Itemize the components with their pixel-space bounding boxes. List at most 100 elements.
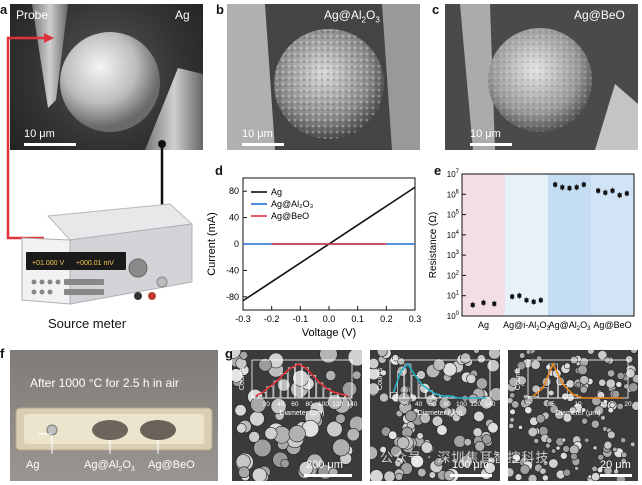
powder-particle [591, 420, 599, 428]
hist-xtick-label: 80 [444, 401, 452, 408]
hist-bar [281, 373, 287, 398]
hist-xtick-label: 60 [291, 401, 299, 408]
chart-iv: -0.3 -0.2 -0.1 0.0 0.1 0.2 0.3-80-4004080Volta… [205, 168, 427, 340]
res-point [482, 301, 486, 305]
hist-fit-curve [256, 364, 349, 396]
res-point [596, 189, 600, 193]
powder-particle [437, 425, 448, 436]
beo-label: Ag@BeO [574, 8, 625, 22]
res-group-label: Ag@Al2O3 [549, 320, 592, 332]
powder-particle [249, 431, 260, 442]
panel-label-f: f [0, 346, 4, 361]
powder-particle [612, 447, 617, 452]
scale-bar-b [242, 143, 284, 146]
hist-xtick-label: 80 [306, 401, 314, 408]
al2o3-label: Ag@Al2O3 [324, 8, 380, 24]
res-point [575, 185, 579, 189]
powder-particle [570, 453, 577, 460]
hist-bar [295, 364, 301, 398]
powder-particle [418, 468, 427, 477]
watermark: 公众号 · 深圳焦耳智控科技 [380, 447, 549, 466]
powder-particle [540, 468, 546, 474]
probe-right-b [382, 4, 420, 150]
res-ytick-label: 103 [447, 250, 460, 260]
res-point [603, 191, 607, 195]
powder-particle [604, 441, 612, 449]
iv-ylabel: Current (mA) [206, 212, 218, 276]
powder-particle [508, 468, 514, 477]
photo-label-ag: Ag [26, 459, 39, 471]
scale-label-c: 10 μm [470, 128, 501, 140]
scale-label-g3: 20 μm [600, 459, 631, 471]
powder-particle [518, 425, 522, 429]
iv-ytick-label: 0 [234, 239, 239, 249]
lcd-voltage: +01.000 V [32, 260, 64, 267]
hist-xlabel: Diameter (μm) [418, 410, 463, 417]
powder-particle [509, 423, 514, 428]
hist-xtick-label: 20 [263, 401, 271, 408]
powder-particle [347, 428, 360, 441]
hist-bar [345, 396, 351, 398]
powder-particle [515, 474, 522, 481]
powder-particle [563, 445, 570, 452]
probe-right-c [595, 84, 638, 150]
powder-particle [333, 439, 350, 456]
powder-particle [587, 350, 594, 354]
scale-label-b: 10 μm [242, 128, 273, 140]
hist-bar [559, 384, 568, 398]
powder-particle [549, 459, 559, 469]
al2o3-sample [92, 420, 128, 440]
powder-particle [384, 471, 395, 481]
iv-ytick-label: 40 [229, 213, 239, 223]
powder-particle [473, 428, 482, 437]
powder-particle [528, 427, 538, 437]
hist-fit-curve [394, 364, 487, 398]
powder-particle [289, 425, 305, 441]
iv-plot-area: -0.3 -0.2 -0.1 0.0 0.1 0.2 0.3 -80 -40 0 40 80 Volta… [206, 178, 421, 339]
powder-particle [560, 452, 567, 459]
iv-xtick-label: -0.3 [235, 314, 251, 324]
hist-xtick-label: 60 [429, 401, 437, 408]
res-point [525, 298, 529, 302]
res-point [510, 295, 514, 299]
powder-particle [237, 423, 247, 433]
powder-particle [542, 475, 548, 481]
powder-particle [417, 433, 424, 440]
res-ytick-label: 106 [447, 189, 460, 199]
powder-particle [281, 459, 290, 468]
hist-frame [528, 360, 628, 398]
powder-particle [607, 431, 615, 439]
powder-particle [526, 350, 531, 354]
scale-bar-g1 [304, 474, 352, 477]
res-ylabel: Resistance (Ω) [428, 212, 439, 278]
hist-xlabel: Diameter (μm) [556, 410, 601, 417]
res-group-label: Ag [478, 320, 489, 330]
iv-xtick-label: 0.3 [409, 314, 422, 324]
powder-particle [591, 472, 600, 481]
hist-xtick-label: 120 [332, 401, 343, 408]
hist-xtick-label: 100 [318, 401, 329, 408]
hist-xtick-label: 40 [277, 401, 285, 408]
powder-particle [265, 427, 277, 439]
powder-particle [252, 468, 266, 481]
hist-bar [405, 364, 411, 398]
hist-bar [539, 388, 548, 398]
hist-xtick-label: 0 [526, 401, 530, 408]
histogram-1: 20 40 60 80 100 120 140 Diameter (μm) Counts [236, 356, 358, 420]
lcd-millivolt: +000.01 mV [76, 260, 114, 267]
photo-caption: After 1000 °C for 2.5 h in air [30, 376, 179, 390]
hist-fit-curve [533, 364, 623, 398]
hist-xtick-label: 140 [485, 401, 496, 408]
res-point [625, 191, 629, 195]
hist-xtick-label: 140 [347, 401, 358, 408]
photo-label-al2o3: Ag@Al2O3 [84, 459, 135, 473]
hist-xtick-label: 40 [415, 401, 423, 408]
res-point [568, 186, 572, 190]
powder-particle [482, 434, 492, 444]
hist-xlabel: Diameter (μm) [280, 410, 325, 417]
hist-xtick-label: 20 [624, 401, 632, 408]
powder-particle [620, 437, 625, 442]
hist-bar [253, 396, 259, 398]
chart-resistance: 100101102103104105106107Resistance (Ω)Ag… [428, 166, 640, 344]
powder-particle [592, 466, 598, 472]
